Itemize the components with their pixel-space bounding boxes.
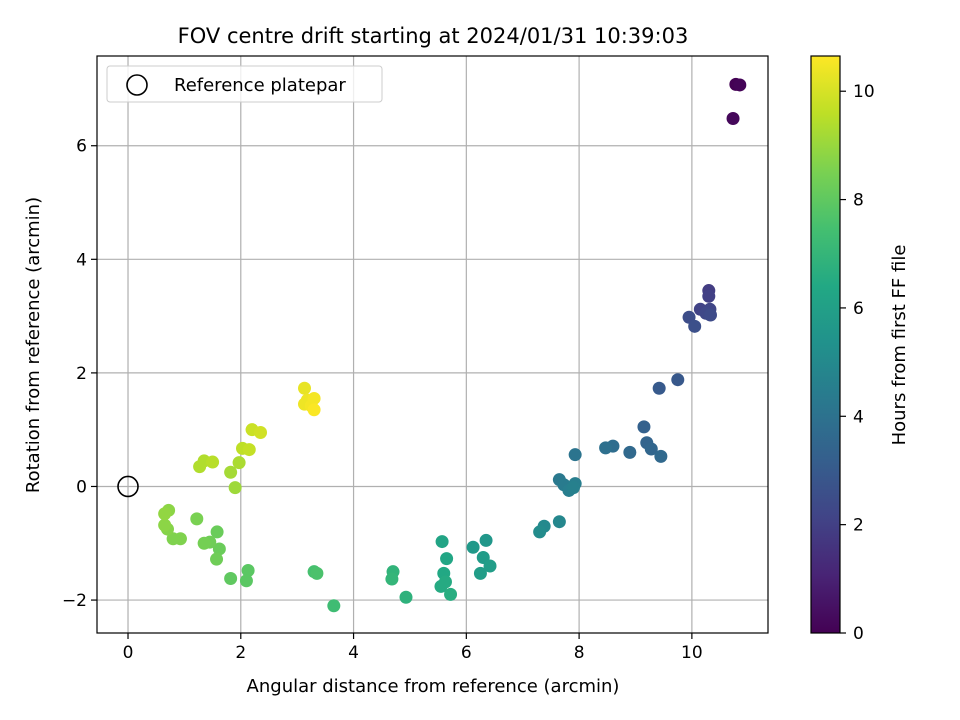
colorbar-gradient	[811, 56, 840, 633]
data-point	[241, 564, 255, 578]
data-point	[444, 587, 458, 601]
data-point	[552, 515, 566, 529]
x-tick-label: 10	[681, 643, 703, 663]
data-point	[158, 518, 172, 532]
data-point	[239, 574, 253, 588]
data-point	[483, 559, 497, 573]
x-tick-label: 4	[348, 643, 359, 663]
data-point	[224, 465, 238, 479]
data-point	[232, 456, 246, 470]
legend: Reference platepar	[106, 65, 383, 103]
data-point	[599, 441, 613, 455]
colorbar-label: Hours from first FF file	[889, 245, 910, 446]
plot-frame	[96, 55, 769, 634]
y-tick-label: 6	[76, 137, 87, 157]
chart-title: FOV centre drift starting at 2024/01/31 …	[178, 24, 689, 48]
y-axis-ticks: −2 0 2 4 6	[62, 137, 97, 611]
y-tick-label: −2	[62, 591, 87, 611]
data-point	[688, 319, 702, 333]
x-tick-label: 0	[123, 643, 134, 663]
legend-entry-label: Reference platepar	[174, 75, 346, 96]
data-point	[733, 78, 747, 92]
data-point	[566, 481, 580, 495]
data-point	[190, 512, 204, 526]
reference-platepar-marker	[117, 475, 139, 498]
colorbar-tick-label: 0	[853, 624, 864, 644]
data-point	[435, 535, 449, 549]
legend-open-circle-icon	[126, 74, 148, 96]
y-axis-label: Rotation from reference (arcmin)	[23, 197, 44, 493]
data-point	[158, 507, 172, 521]
data-point	[298, 381, 312, 395]
data-point	[197, 536, 211, 550]
data-point	[327, 599, 341, 613]
x-tick-label: 6	[461, 643, 472, 663]
colorbar-tick-label: 8	[853, 191, 864, 211]
data-points	[158, 77, 747, 613]
colorbar-tick-label: 10	[853, 82, 875, 102]
y-tick-label: 2	[76, 364, 87, 384]
data-point	[206, 455, 220, 469]
data-point	[228, 481, 242, 495]
data-point	[671, 373, 685, 387]
data-point	[654, 449, 668, 463]
data-point	[254, 426, 268, 440]
data-point	[533, 525, 547, 539]
data-point	[726, 111, 740, 125]
data-point	[210, 552, 224, 566]
legend-box	[106, 65, 383, 103]
y-tick-label: 4	[76, 250, 87, 270]
data-point	[466, 540, 480, 554]
data-point	[479, 533, 493, 547]
data-point	[623, 445, 637, 459]
y-tick-label: 0	[76, 477, 87, 497]
data-point	[702, 289, 716, 303]
data-point	[307, 403, 321, 417]
data-point	[652, 381, 666, 395]
x-tick-label: 8	[574, 643, 585, 663]
data-point	[644, 442, 658, 456]
data-point	[440, 552, 454, 566]
data-point	[310, 566, 324, 580]
x-axis-label: Angular distance from reference (arcmin)	[247, 676, 620, 697]
data-point	[385, 572, 399, 586]
colorbar-tick-label: 6	[853, 299, 864, 319]
colorbar: 0 2 4 6 8 10 Hours from first FF file	[810, 55, 910, 644]
data-point	[434, 579, 448, 593]
x-tick-label: 2	[235, 643, 246, 663]
data-point	[703, 308, 717, 322]
data-point	[166, 532, 180, 546]
colorbar-frame	[810, 55, 841, 634]
colorbar-ticks: 0 2 4 6 8 10	[840, 82, 875, 644]
data-point	[212, 542, 226, 556]
data-point	[399, 590, 413, 604]
data-point	[242, 443, 256, 457]
data-point	[224, 571, 238, 585]
colorbar-tick-label: 2	[853, 516, 864, 536]
data-point	[210, 525, 224, 539]
data-point	[637, 420, 651, 434]
data-point	[307, 391, 321, 405]
data-point	[568, 448, 582, 462]
colorbar-tick-label: 4	[853, 407, 864, 427]
grid-lines	[97, 56, 768, 633]
x-axis-ticks: 0 2 4 6 8 10	[123, 633, 703, 663]
data-point	[473, 566, 487, 580]
